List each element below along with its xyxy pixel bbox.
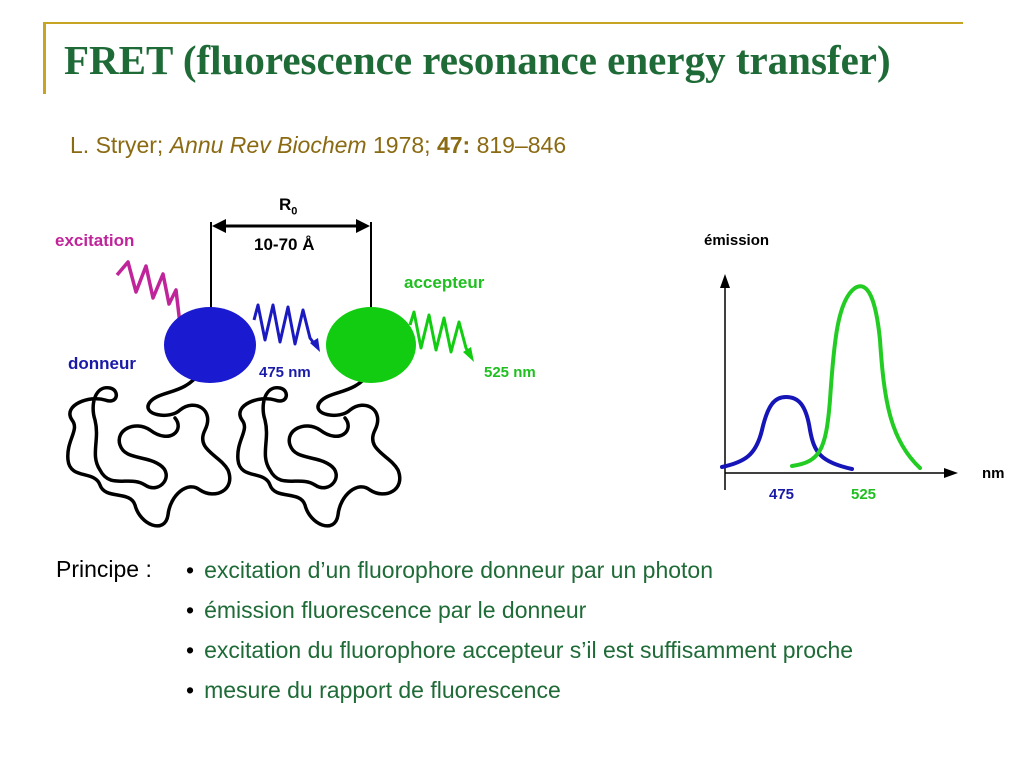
reference-author: L. Stryer; bbox=[70, 132, 164, 158]
bullet-icon: • bbox=[186, 637, 195, 663]
list-item: • excitation d’un fluorophore donneur par… bbox=[186, 552, 853, 592]
donor-label: donneur bbox=[68, 354, 136, 373]
donor-protein-chain bbox=[66, 370, 232, 528]
title-accent-vertical bbox=[43, 22, 46, 94]
principle-item: mesure du rapport de fluorescence bbox=[204, 677, 561, 703]
acceptor-wavelength-label: 525 nm bbox=[484, 364, 536, 381]
bullet-icon: • bbox=[186, 557, 195, 583]
principle-label: Principe : bbox=[56, 556, 152, 582]
acceptor-label: accepteur bbox=[404, 273, 485, 292]
spectrum-x-arrowhead bbox=[944, 468, 958, 478]
r0-label: R0 bbox=[279, 195, 298, 218]
donor-emission-wave bbox=[252, 303, 318, 347]
reference-volume: 47: bbox=[436, 132, 471, 158]
donor-emission-arrowhead bbox=[310, 338, 320, 352]
donor-peak-label: 475 bbox=[769, 486, 795, 503]
spectrum-x-label: nm bbox=[982, 465, 1005, 482]
reference-journal: Annu Rev Biochem bbox=[169, 132, 367, 158]
excitation-wave bbox=[115, 260, 182, 325]
r0-arrowhead-left bbox=[212, 219, 226, 233]
spectrum-y-arrowhead bbox=[720, 274, 730, 288]
excitation-label: excitation bbox=[55, 231, 135, 250]
reference-year: 1978; bbox=[372, 132, 431, 158]
r0-arrowhead-right bbox=[356, 219, 370, 233]
acceptor-emission-wave bbox=[408, 310, 472, 357]
acceptor-emission-arrowhead bbox=[463, 347, 474, 362]
r0-subscript: 0 bbox=[291, 205, 298, 218]
principle-item: excitation du fluorophore accepteur s’il… bbox=[204, 637, 854, 663]
acceptor-spectrum-curve bbox=[790, 284, 922, 470]
reference-citation: L. Stryer; Annu Rev Biochem 1978; 47: 81… bbox=[70, 132, 566, 159]
bullet-icon: • bbox=[186, 677, 195, 703]
bullet-icon: • bbox=[186, 597, 195, 623]
list-item: • émission fluorescence par le donneur bbox=[186, 592, 853, 632]
page-title: FRET (fluorescence resonance energy tran… bbox=[64, 37, 891, 83]
list-item: • mesure du rapport de fluorescence bbox=[186, 672, 853, 712]
donor-spectrum-curve bbox=[720, 394, 854, 471]
acceptor-fluorophore bbox=[326, 307, 416, 383]
donor-fluorophore bbox=[164, 307, 256, 383]
principle-item: excitation d’un fluorophore donneur par … bbox=[204, 557, 713, 583]
acceptor-protein-chain bbox=[236, 370, 402, 528]
title-accent-horizontal bbox=[43, 22, 963, 24]
donor-wavelength-label: 475 nm bbox=[259, 364, 311, 381]
list-item: • excitation du fluorophore accepteur s’i… bbox=[186, 632, 853, 672]
distance-label: 10-70 Å bbox=[254, 235, 315, 254]
acceptor-peak-label: 525 bbox=[851, 486, 877, 503]
spectrum-y-label: émission bbox=[704, 232, 770, 249]
reference-pages: 819–846 bbox=[476, 132, 567, 158]
principle-item: émission fluorescence par le donneur bbox=[204, 597, 587, 623]
principle-list: • excitation d’un fluorophore donneur par… bbox=[186, 552, 853, 712]
